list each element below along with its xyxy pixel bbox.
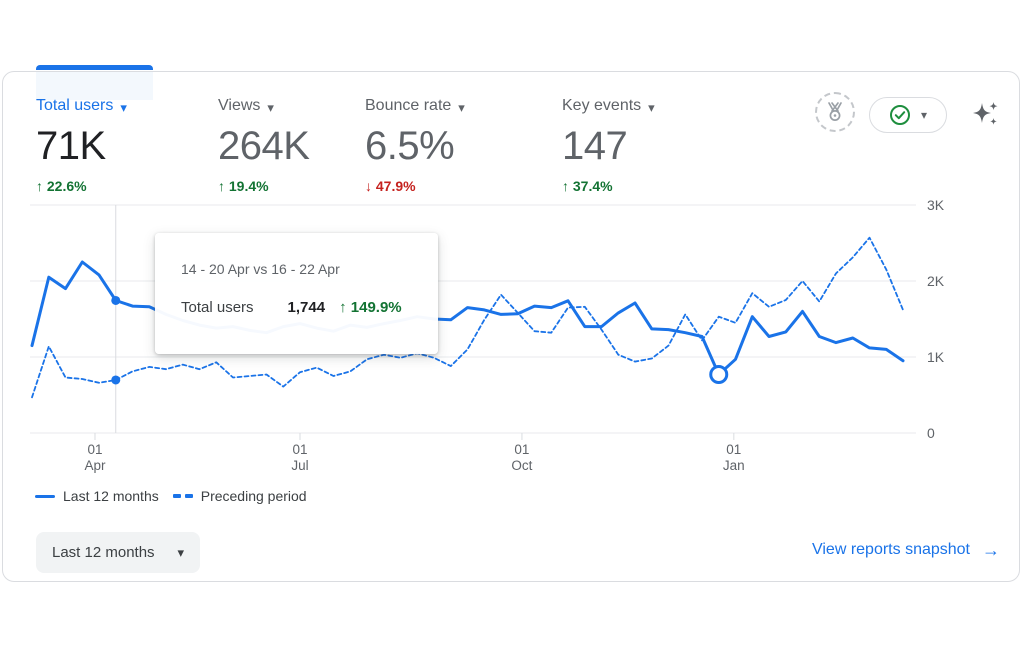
active-tab-indicator bbox=[36, 65, 153, 70]
metric-label: Total users bbox=[36, 97, 114, 114]
svg-text:01: 01 bbox=[726, 442, 741, 457]
date-range-selector[interactable]: Last 12 months ▾ bbox=[36, 532, 200, 573]
svg-text:0: 0 bbox=[927, 425, 935, 441]
metric-key-events: Key events ▾ 147 ↑ 37.4% bbox=[562, 94, 655, 194]
chevron-down-icon: ▾ bbox=[120, 99, 127, 115]
chevron-down-icon: ▾ bbox=[267, 99, 274, 115]
metric-selector-key-events[interactable]: Key events ▾ bbox=[562, 94, 655, 118]
metric-selector-views[interactable]: Views ▾ bbox=[218, 94, 309, 118]
right-arrow-icon: → bbox=[982, 540, 1000, 560]
svg-text:Apr: Apr bbox=[84, 458, 106, 473]
metric-value: 147 bbox=[562, 124, 628, 168]
svg-text:1K: 1K bbox=[927, 349, 945, 365]
svg-text:Oct: Oct bbox=[511, 458, 532, 473]
medal-icon bbox=[828, 102, 842, 121]
metric-delta: ↑ 19.4% bbox=[218, 178, 269, 194]
view-reports-snapshot-link[interactable]: View reports snapshot → bbox=[811, 540, 1000, 560]
benchmarking-medal-button[interactable] bbox=[815, 92, 855, 132]
metric-label: Bounce rate bbox=[365, 97, 452, 114]
metric-value: 264K bbox=[218, 124, 310, 168]
insights-button[interactable] bbox=[966, 96, 1004, 134]
tooltip-metric-label: Total users bbox=[181, 299, 254, 316]
svg-text:01: 01 bbox=[514, 442, 529, 457]
svg-text:Jul: Jul bbox=[291, 458, 308, 473]
tooltip-date-range: 14 - 20 Apr vs 16 - 22 Apr bbox=[181, 261, 340, 277]
metric-value: 6.5% bbox=[365, 124, 455, 168]
selected-metric-highlight bbox=[36, 72, 153, 100]
chevron-down-icon: ▾ bbox=[177, 544, 184, 560]
sparkle-icon bbox=[973, 102, 998, 125]
legend-item-preceding: Preceding period bbox=[172, 488, 307, 504]
chevron-down-icon: ▾ bbox=[458, 99, 465, 115]
date-range-label: Last 12 months bbox=[52, 544, 155, 561]
tooltip-value: 1,744 bbox=[287, 299, 326, 316]
metric-label: Views bbox=[218, 97, 261, 114]
metric-value: 71K bbox=[36, 124, 106, 168]
svg-text:Jan: Jan bbox=[723, 458, 745, 473]
metric-delta: ↑ 37.4% bbox=[562, 178, 613, 194]
svg-text:01: 01 bbox=[87, 442, 102, 457]
chart-legend: Last 12 months Preceding period bbox=[35, 488, 307, 504]
solid-line-swatch bbox=[35, 494, 55, 498]
up-arrow-icon: ↑ bbox=[562, 178, 569, 194]
metric-bounce-rate: Bounce rate ▾ 6.5% ↓ 47.9% bbox=[365, 94, 465, 194]
check-circle-icon bbox=[889, 105, 910, 125]
up-arrow-icon: ↑ bbox=[339, 299, 347, 316]
svg-text:3K: 3K bbox=[927, 197, 945, 213]
chevron-down-icon: ▾ bbox=[920, 108, 928, 122]
up-arrow-icon: ↑ bbox=[36, 178, 43, 194]
metric-views: Views ▾ 264K ↑ 19.4% bbox=[218, 94, 310, 194]
svg-text:01: 01 bbox=[292, 442, 307, 457]
metric-selector-bounce-rate[interactable]: Bounce rate ▾ bbox=[365, 94, 465, 118]
metric-delta: ↓ 47.9% bbox=[365, 178, 416, 194]
svg-text:2K: 2K bbox=[927, 273, 945, 289]
dashed-line-swatch bbox=[172, 494, 193, 498]
metric-label: Key events bbox=[562, 97, 642, 114]
chart-tooltip: 14 - 20 Apr vs 16 - 22 Apr Total users 1… bbox=[155, 233, 438, 354]
tooltip-delta: ↑ 149.9% bbox=[339, 299, 402, 316]
up-arrow-icon: ↑ bbox=[218, 178, 225, 194]
data-quality-button[interactable]: ▾ bbox=[869, 97, 947, 133]
legend-item-current: Last 12 months bbox=[35, 488, 159, 504]
metric-delta: ↑ 22.6% bbox=[36, 178, 87, 194]
metric-total-users: Total users ▾ 71K ↑ 22.6% bbox=[36, 94, 127, 194]
chevron-down-icon: ▾ bbox=[648, 99, 655, 115]
down-arrow-icon: ↓ bbox=[365, 178, 372, 194]
metric-selector-total-users[interactable]: Total users ▾ bbox=[36, 94, 127, 118]
